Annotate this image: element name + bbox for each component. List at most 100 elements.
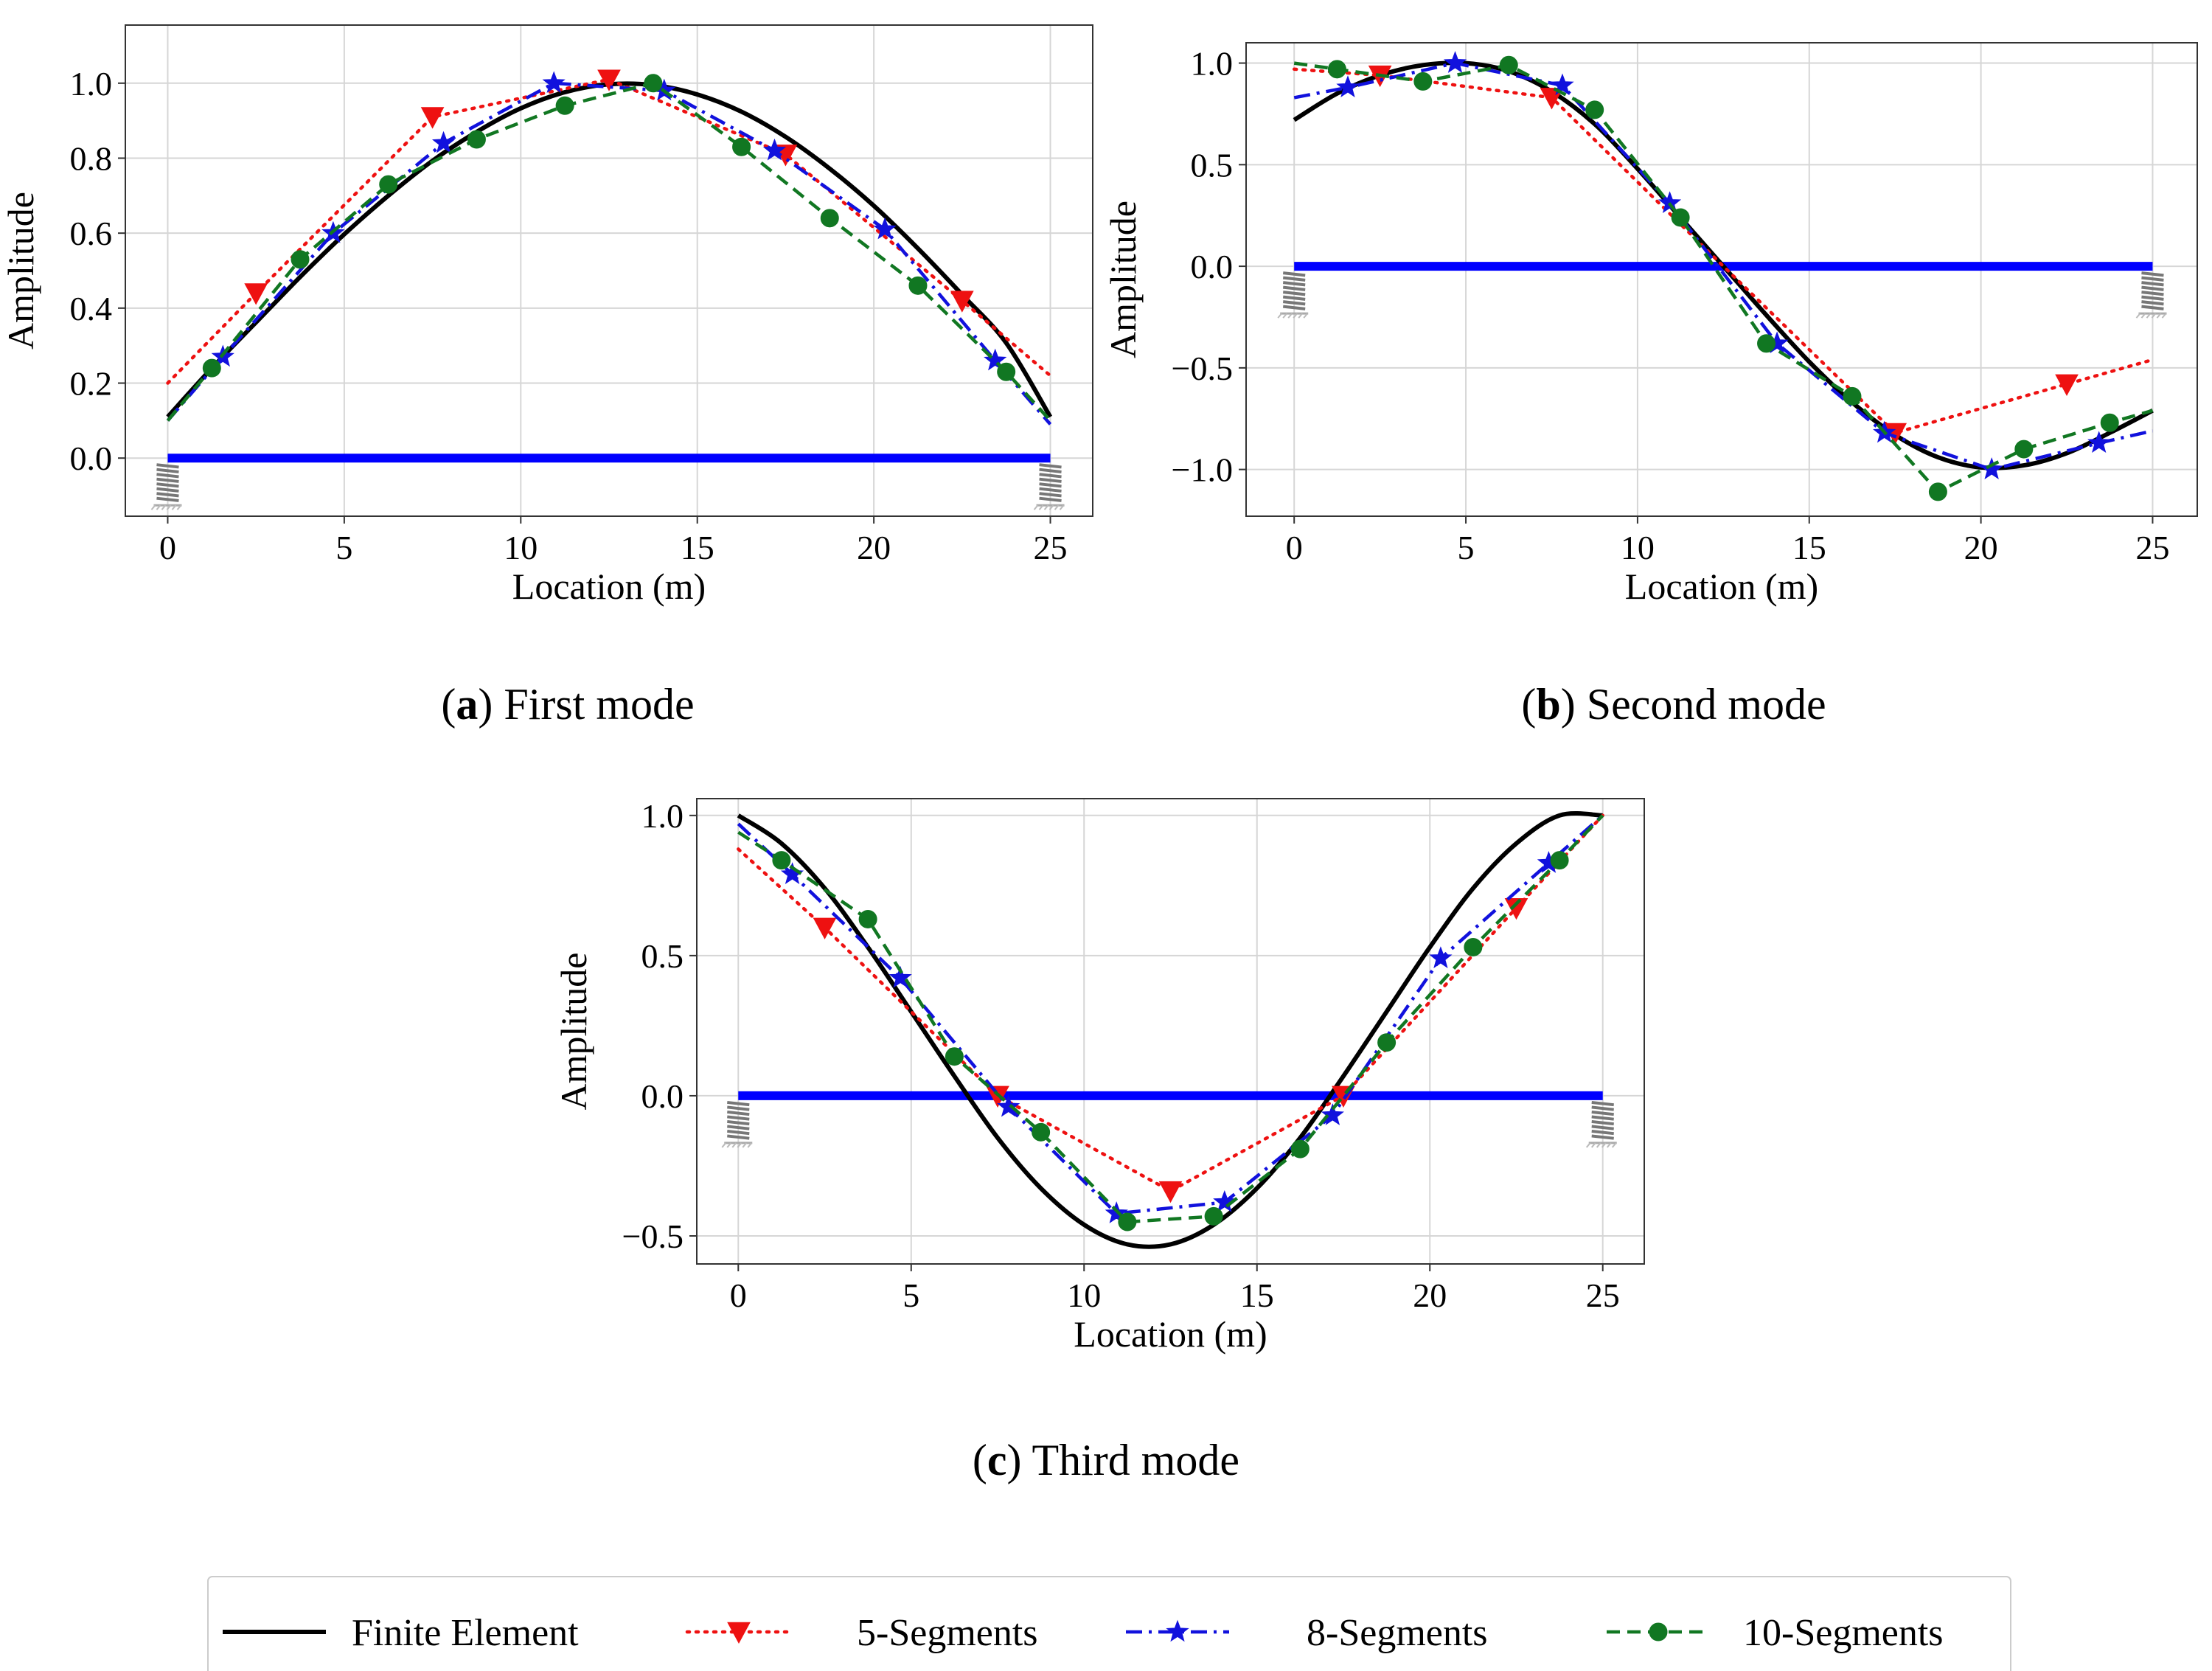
grid-lines [1246,43,2197,516]
data-point-marker [1658,191,1682,213]
series-line [737,811,1603,1249]
data-point-marker [888,965,912,988]
panel-caption: (c) Third mode [973,1436,1239,1484]
spring-hatch [1033,504,1039,510]
caption-letter: b [1536,680,1560,729]
x-tick-label: 25 [1586,1276,1620,1314]
spring-support [1585,1100,1617,1148]
data-point-marker [1336,75,1360,97]
legend-marker [1166,1619,1189,1642]
x-tick-label: 20 [1964,529,1998,566]
spring-hatch [1590,1142,1596,1148]
y-tick-label: 0.5 [1191,146,1234,184]
caption-letter: a [456,680,478,729]
data-point-marker [2087,431,2111,454]
x-tick-label: 10 [504,529,538,566]
series-seg10 [1293,55,2154,501]
data-point-marker [1464,937,1483,956]
data-point-marker [908,276,928,295]
data-point-marker [2055,374,2079,396]
legend-label: 5-Segments [857,1612,1038,1654]
series-seg10 [737,814,1604,1231]
y-tick-label: 1.0 [70,65,113,103]
spring-hatch [2156,313,2162,319]
x-tick-label: 5 [335,529,352,566]
y-tick-label: 0.0 [1191,248,1234,285]
data-point-marker [597,69,621,91]
data-point-marker [997,1094,1020,1117]
data-point-marker [1032,1122,1051,1142]
data-point-marker [542,71,566,94]
data-point-marker [420,107,445,129]
spring-hatch [1287,313,1293,319]
data-point-marker [1928,482,1947,501]
spring-support [150,463,182,510]
series-layer [166,69,1053,425]
spring-hatch [150,504,156,510]
data-point-marker [873,217,897,240]
spring-hatch [171,504,177,510]
data-point-marker [950,291,974,313]
series-line [737,814,1604,1215]
series-line [166,81,1052,425]
data-point-marker [379,175,398,194]
caption-text: First mode [504,680,694,729]
series-line [737,814,1604,1224]
spring-support [2135,271,2167,319]
data-point-marker [431,131,456,153]
plot-frame [125,24,1093,517]
data-point-marker [1551,73,1574,96]
y-axis-label: Amplitude [553,953,594,1111]
x-tick-label: 10 [1067,1276,1101,1314]
y-tick-label: 0.5 [641,937,684,975]
series-line [1293,61,2153,471]
tick-labels: 0 5 10 15 20 25 0.0 0.2 0.4 0.6 0.8 1.0 [70,65,1068,566]
data-point-marker [1118,1212,1137,1231]
spring-hatch [1277,313,1282,319]
plot-frame [1245,42,2198,517]
spring-support [1033,463,1065,510]
y-tick-label: −0.5 [622,1217,684,1255]
data-point-marker [644,74,663,93]
data-point-marker [762,138,787,161]
y-tick-label: −0.5 [1172,350,1233,387]
spring-hatch [166,504,172,510]
y-tick-label: 0.2 [70,365,113,403]
data-point-marker [467,130,486,149]
caption-letter: c [987,1436,1007,1484]
spring-hatch [176,504,182,510]
spring-hatch [1596,1142,1601,1148]
legend-marker [1649,1622,1668,1642]
x-axis-label: Location (m) [1625,566,1818,607]
data-point-marker [244,283,268,305]
data-point-marker [1377,1033,1397,1052]
series-seg8 [737,814,1604,1223]
data-point-marker [984,348,1007,371]
x-tick-label: 20 [857,529,891,566]
data-point-marker [1290,1139,1310,1158]
data-point-marker [945,1047,964,1066]
data-point-marker [2100,413,2119,432]
data-point-marker [772,851,791,870]
legend-marker [727,1622,751,1644]
series-line [1293,61,2154,494]
spring-hatch [1048,504,1054,510]
data-point-marker [1499,55,1518,74]
spring-hatch [1059,504,1065,510]
spring-hatch [747,1142,753,1148]
legend-label: 8-Segments [1307,1612,1488,1654]
data-point-marker [986,1085,1009,1108]
data-point-marker [1980,457,2003,479]
x-tick-label: 20 [1413,1276,1447,1314]
spring-hatch [2161,313,2167,319]
series-layer [1292,51,2154,501]
spring-hatch [1054,504,1060,510]
x-axis-label: Location (m) [512,566,706,607]
chart-first-mode: 0 5 10 15 20 25 0.0 0.2 0.4 0.6 0.8 1.0 Location (m… [0,24,1093,729]
spring-hatch [1606,1142,1612,1148]
y-tick-label: 0.0 [70,440,113,477]
spring-hatch [742,1142,748,1148]
y-tick-label: 1.0 [1191,45,1234,83]
x-tick-label: 25 [2135,529,2169,566]
